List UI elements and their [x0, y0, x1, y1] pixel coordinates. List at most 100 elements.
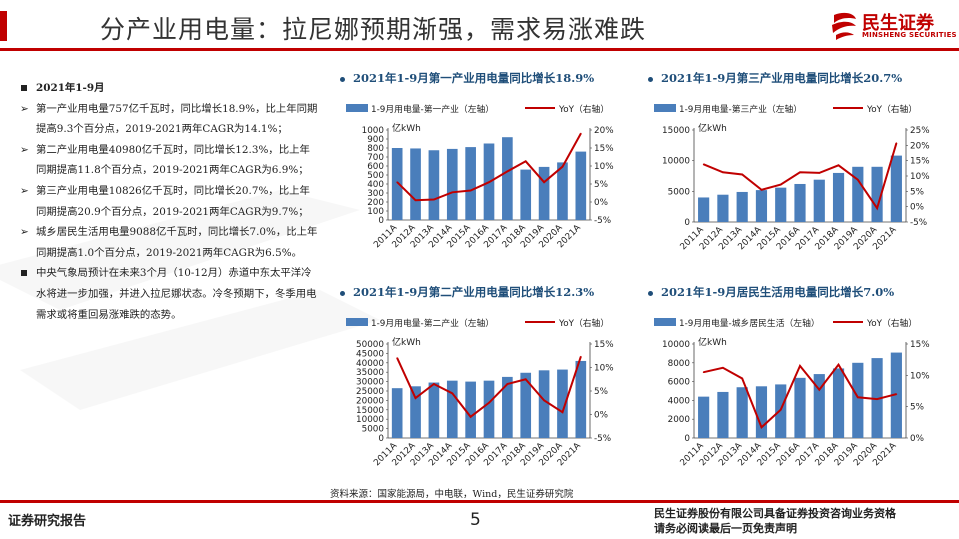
- bar-2019A: [852, 362, 864, 438]
- chart-title: 2021年1-9月第二产业用电量同比增长12.3%: [340, 284, 640, 300]
- yoy-point-2020A: [561, 165, 564, 168]
- yoy-point-2013A: [741, 173, 743, 176]
- legend-bar-label: 1-9月用电量-第三产业（左轴）: [679, 103, 802, 115]
- y-left-tick-label: 10000: [662, 157, 690, 167]
- yoy-point-2020A: [876, 398, 878, 400]
- chart-title: 2021年1-9月第一产业用电量同比增长18.9%: [340, 70, 640, 86]
- bar-2011A: [391, 148, 403, 220]
- bar-2020A: [557, 369, 568, 438]
- y-right-tick-label: 0%: [910, 203, 924, 213]
- y-left-tick-label: 25000: [356, 387, 384, 397]
- unit-label: 亿kWh: [698, 336, 727, 348]
- yoy-point-2011A: [396, 181, 398, 183]
- bar-2015A: [465, 147, 476, 220]
- legend-bar-label: 1-9月用电量-第一产业（左轴）: [371, 103, 494, 115]
- y-right-tick-label: 15%: [594, 340, 614, 350]
- yoy-point-2012A: [722, 367, 724, 369]
- title-accent-bar: [0, 11, 7, 41]
- yoy-point-2012A: [722, 171, 724, 174]
- unit-label: 亿kWh: [392, 336, 421, 348]
- y-right-tick-label: 10%: [594, 162, 614, 172]
- bar-2019A: [538, 166, 550, 220]
- yoy-point-2020A: [561, 411, 564, 413]
- y-right-tick-label: 20%: [594, 126, 614, 136]
- y-left-tick-label: 800: [367, 144, 384, 154]
- summary-text: 2021年1-9月 ➢ 第一产业用电量757亿千瓦时，同比增长18.9%，比上年同…: [20, 78, 320, 325]
- bar-2015A: [465, 381, 476, 438]
- yoy-point-2019A: [857, 178, 859, 181]
- title-dot-icon: [648, 290, 653, 296]
- unit-label: 亿kWh: [392, 122, 421, 134]
- yoy-point-2014A: [760, 426, 763, 429]
- y-left-tick-label: 5000: [668, 187, 691, 197]
- y-left-tick-label: 500: [367, 171, 384, 181]
- y-right-tick-label: 5%: [910, 403, 924, 413]
- y-right-tick-label: 25%: [910, 126, 930, 136]
- y-left-tick-label: 8000: [668, 359, 691, 369]
- y-right-tick-label: 15%: [594, 144, 614, 154]
- chart-legend: 1-9月用电量-第二产业（左轴） YoY（右轴）: [346, 317, 609, 329]
- yoy-point-2019A: [543, 399, 545, 402]
- yoy-point-2013A: [433, 383, 435, 385]
- chart-svg: 1-9月用电量-第一产业（左轴） YoY（右轴） 亿kWh 0100200300400…: [346, 103, 614, 250]
- legend-bar-swatch: [346, 318, 368, 326]
- y-left-tick-label: 900: [367, 135, 384, 145]
- square-bullet-icon: [21, 270, 27, 277]
- title-dot-icon: [340, 76, 345, 82]
- y-left-tick-label: 20000: [356, 396, 384, 406]
- arrow-bullet-icon: ➢: [20, 226, 29, 239]
- yoy-point-2016A: [799, 365, 801, 367]
- minsheng-logo-icon: [832, 12, 856, 40]
- yoy-point-2011A: [702, 371, 705, 373]
- y-left-tick-label: 10000: [662, 340, 690, 350]
- y-right-tick-label: 0%: [594, 198, 608, 208]
- bar-2017A: [502, 376, 513, 438]
- bar-2013A: [736, 191, 748, 222]
- y-left-tick-label: 4000: [668, 396, 691, 406]
- yoy-point-2018A: [524, 378, 527, 381]
- bar-2015A: [775, 384, 787, 438]
- y-left-tick-label: 1000: [362, 126, 385, 136]
- legend-line-label: YoY（右轴）: [558, 103, 609, 115]
- bar-2016A: [794, 183, 806, 222]
- y-left-tick-label: 5000: [362, 425, 385, 435]
- yoy-point-2016A: [488, 401, 490, 404]
- bar-2021A: [890, 155, 902, 222]
- y-right-tick-label: 0%: [594, 411, 608, 421]
- y-right-tick-label: 5%: [594, 387, 608, 397]
- arrow-bullet-icon: ➢: [20, 102, 29, 115]
- footer-divider: [0, 500, 959, 503]
- chart-primary-industry: 2021年1-9月第一产业用电量同比增长18.9% 1-9月用电量-第一产业（左…: [340, 70, 640, 270]
- yoy-point-2016A: [488, 181, 490, 183]
- bar-2016A: [794, 377, 806, 438]
- y-left-tick-label: 35000: [356, 368, 384, 378]
- bar-2017A: [813, 179, 825, 222]
- bar-2012A: [717, 391, 729, 438]
- arrow-bullet-icon: ➢: [20, 143, 29, 156]
- y-left-tick-label: 6000: [668, 378, 691, 388]
- y-left-tick-label: 30000: [356, 378, 384, 388]
- y-left-tick-label: 40000: [356, 359, 384, 369]
- brand-logo: 民生证券 MINSHENG SECURITIES: [830, 9, 957, 43]
- source-note: 资料来源：国家能源局，中电联，Wind，民生证券研究院: [330, 489, 574, 500]
- summary-item-secondary: ➢ 第二产业用电量40980亿千瓦时，同比增长12.3%，比上年同期提高11.8个…: [20, 140, 320, 181]
- yoy-point-2021A: [580, 355, 582, 358]
- yoy-point-2021A: [895, 142, 898, 144]
- yoy-point-2019A: [543, 181, 545, 183]
- legend-bar-label: 1-9月用电量-第二产业（左轴）: [371, 317, 494, 329]
- legend-line-label: YoY（右轴）: [866, 317, 917, 329]
- yoy-point-2017A: [818, 172, 821, 174]
- bar-2014A: [755, 386, 768, 438]
- summary-item-tertiary: ➢ 第三产业用电量10826亿千瓦时，同比增长20.7%，比上年同期提高20.9个…: [20, 181, 320, 222]
- bar-2020A: [871, 358, 883, 438]
- y-left-tick-label: 600: [367, 162, 384, 172]
- forecast-item: 中央气象局预计在未来3个月（10-12月）赤道中东太平洋冷水将进一步加强，并进入…: [20, 263, 320, 325]
- y-left-tick-label: 15000: [356, 406, 384, 416]
- y-left-tick-label: 15000: [662, 126, 690, 136]
- yoy-point-2013A: [741, 377, 743, 380]
- bar-2018A: [520, 169, 532, 220]
- legend-line-label: YoY（右轴）: [866, 103, 917, 115]
- yoy-point-2021A: [895, 393, 898, 395]
- bar-2013A: [428, 382, 440, 438]
- chart-svg: 1-9月用电量-第三产业（左轴） YoY（右轴） 亿kWh 0 5000 10000 150…: [654, 103, 930, 252]
